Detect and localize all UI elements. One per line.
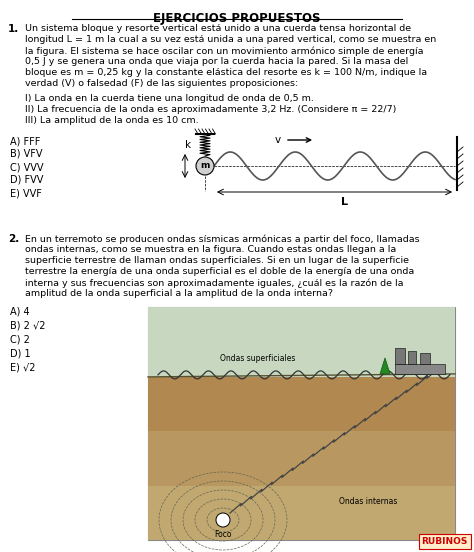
Text: 2.: 2. (8, 234, 19, 244)
Text: k: k (185, 140, 191, 150)
Text: bloque es m = 0,25 kg y la constante elástica del resorte es k = 100 N/m, indiqu: bloque es m = 0,25 kg y la constante elá… (25, 68, 427, 77)
Text: A) 4: A) 4 (10, 307, 29, 317)
Bar (395, 348, 405, 364)
Text: L: L (341, 197, 348, 207)
Circle shape (196, 157, 214, 175)
Text: C) VVV: C) VVV (10, 162, 44, 172)
Text: EJERCICIOS PROPUESTOS: EJERCICIOS PROPUESTOS (153, 12, 321, 25)
Text: longitud L = 1 m la cual a su vez está unida a una pared vertical, como se muest: longitud L = 1 m la cual a su vez está u… (25, 35, 436, 44)
Polygon shape (380, 358, 390, 374)
Text: E) VVF: E) VVF (10, 188, 42, 198)
Text: 1.: 1. (8, 24, 19, 34)
Text: II) La frecuencia de la onda es aproximadamente 3,2 Hz. (Considere π = 22/7): II) La frecuencia de la onda es aproxima… (25, 105, 396, 114)
Text: m: m (201, 162, 210, 171)
Text: C) 2: C) 2 (10, 335, 30, 345)
Text: B) VFV: B) VFV (10, 149, 43, 159)
Text: D) FVV: D) FVV (10, 175, 44, 185)
Text: I) La onda en la cuerda tiene una longitud de onda de 0,5 m.: I) La onda en la cuerda tiene una longit… (25, 94, 314, 103)
Bar (148, 307, 455, 540)
Text: ondas internas, como se muestra en la figura. Cuando estas ondas llegan a la: ondas internas, como se muestra en la fi… (25, 245, 396, 254)
Text: B) 2 √2: B) 2 √2 (10, 321, 46, 331)
Bar (420, 353, 430, 364)
Text: Foco: Foco (214, 530, 232, 539)
Text: verdad (V) o falsedad (F) de las siguientes proposiciones:: verdad (V) o falsedad (F) de las siguien… (25, 79, 298, 88)
Bar (148, 377, 455, 431)
Text: 0,5 J y se genera una onda que viaja por la cuerda hacia la pared. Si la masa de: 0,5 J y se genera una onda que viaja por… (25, 57, 408, 66)
Text: En un terremoto se producen ondas sísmicas armónicas a partir del foco, llamadas: En un terremoto se producen ondas sísmic… (25, 234, 419, 243)
Text: Un sistema bloque y resorte vertical está unido a una cuerda tensa horizontal de: Un sistema bloque y resorte vertical est… (25, 24, 411, 33)
Bar (148, 431, 455, 486)
Text: interna y sus frecuencias son aproximadamente iguales, ¿cuál es la razón de la: interna y sus frecuencias son aproximada… (25, 278, 403, 288)
Text: III) La amplitud de la onda es 10 cm.: III) La amplitud de la onda es 10 cm. (25, 116, 199, 125)
Circle shape (216, 513, 230, 527)
Bar (148, 307, 455, 377)
Bar (395, 364, 445, 374)
Text: v: v (275, 135, 281, 145)
Bar (408, 351, 416, 364)
Text: terrestre la energía de una onda superficial es el doble de la energía de una on: terrestre la energía de una onda superfi… (25, 267, 414, 276)
Text: Ondas superficiales: Ondas superficiales (220, 354, 296, 363)
Text: Ondas internas: Ondas internas (339, 497, 397, 507)
Text: la figura. El sistema se hace oscilar con un movimiento armónico simple de energ: la figura. El sistema se hace oscilar co… (25, 46, 423, 56)
Text: A) FFF: A) FFF (10, 136, 40, 146)
Text: D) 1: D) 1 (10, 349, 31, 359)
Text: superficie terrestre de llaman ondas superficiales. Si en un lugar de la superfi: superficie terrestre de llaman ondas sup… (25, 256, 409, 265)
Text: amplitud de la onda superficial a la amplitud de la onda interna?: amplitud de la onda superficial a la amp… (25, 289, 333, 298)
Bar (148, 486, 455, 540)
Text: E) √2: E) √2 (10, 363, 36, 373)
Text: RUBINOS: RUBINOS (422, 537, 468, 546)
